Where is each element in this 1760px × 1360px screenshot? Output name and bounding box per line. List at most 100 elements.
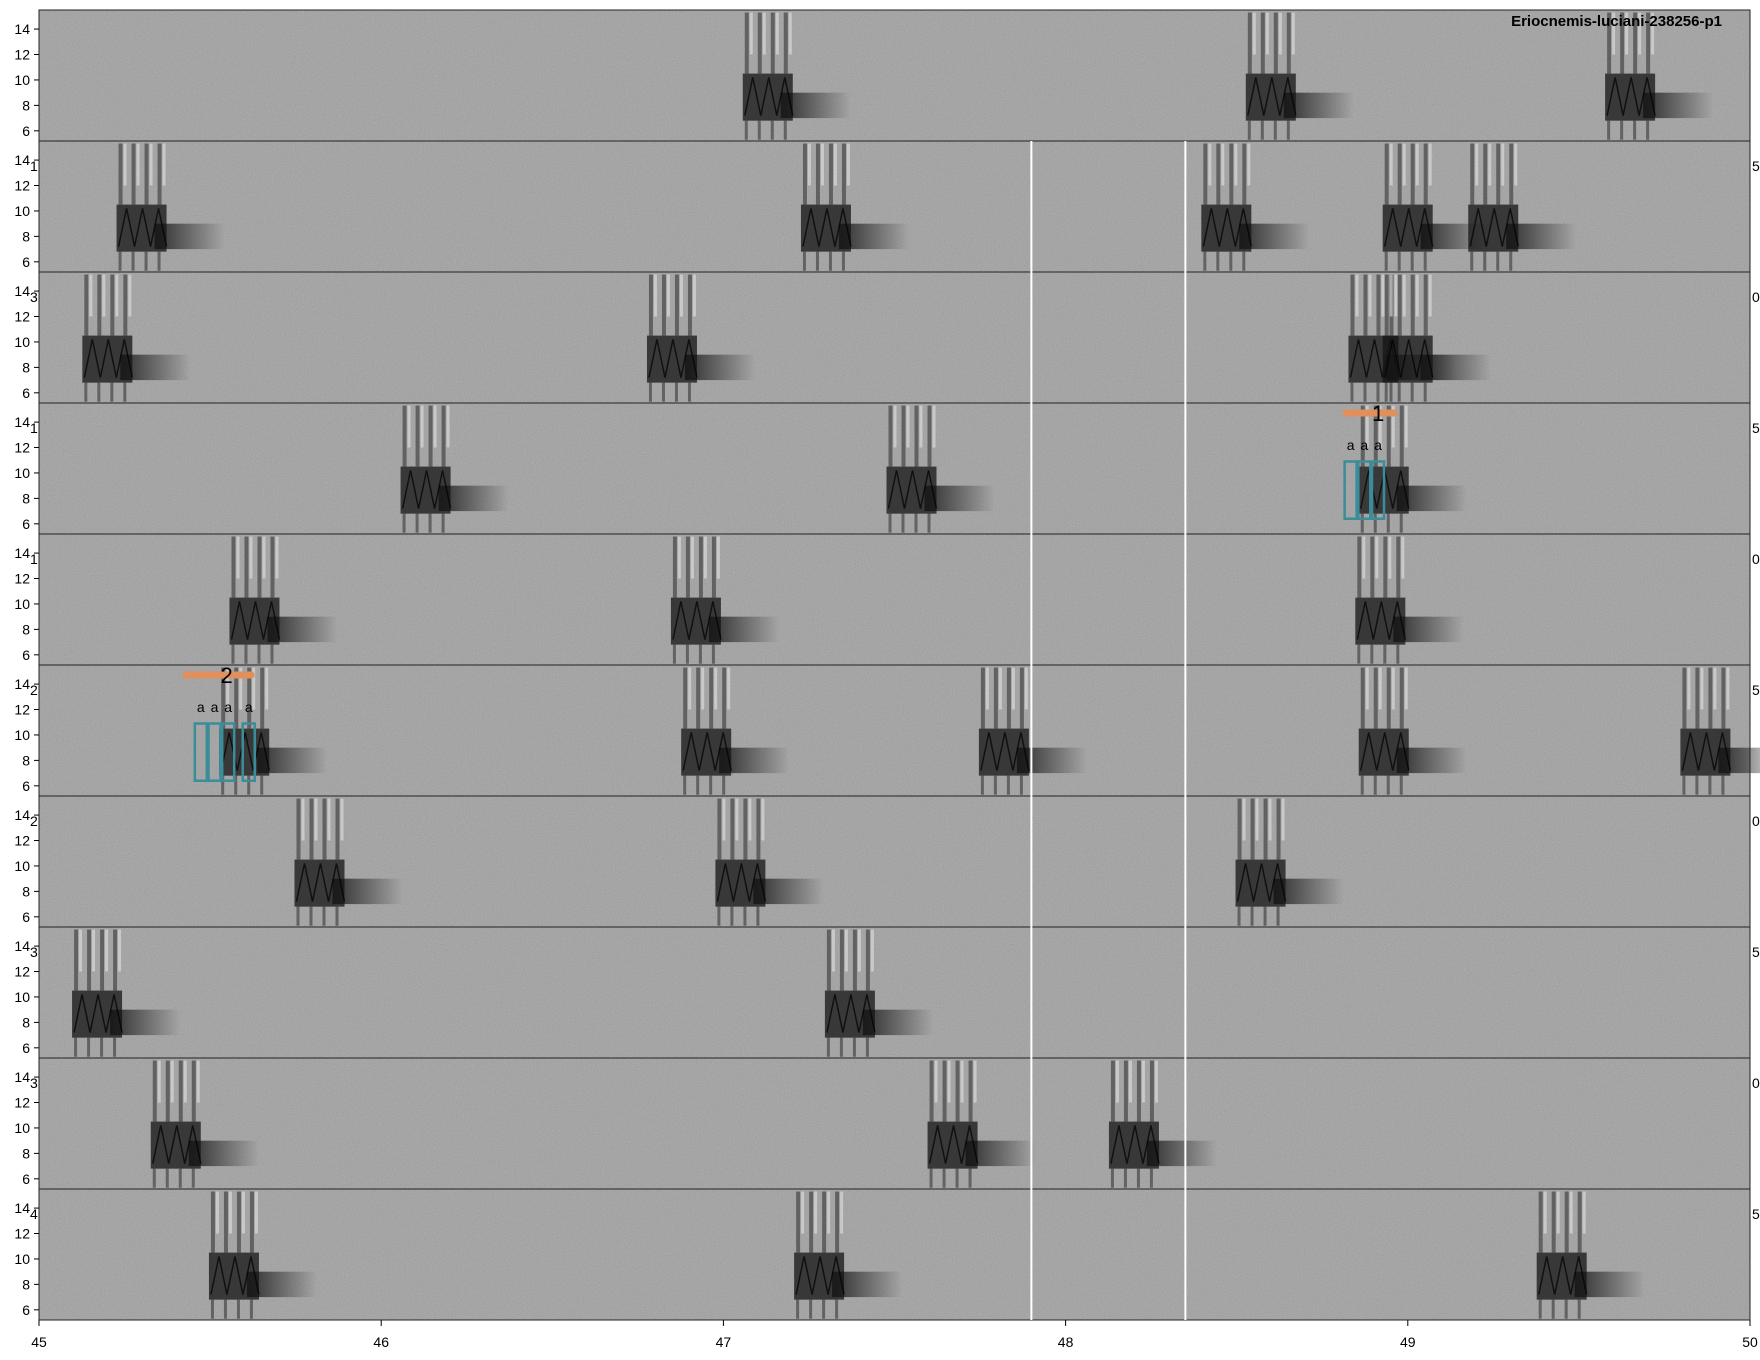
- call-lowstreak: [1389, 382, 1393, 402]
- call-streak: [1383, 536, 1388, 598]
- call-streak: [402, 405, 407, 467]
- call-lowstreak: [1538, 1299, 1542, 1319]
- call-lowstreak: [335, 906, 339, 926]
- spectrogram-row-3: 6 8 10 12 14: [14, 271, 1751, 404]
- call-highlight: [433, 405, 437, 448]
- annotation-group-1: 1a a a: [1342, 401, 1398, 520]
- call-streak: [888, 405, 893, 467]
- call-lowstreak: [236, 1299, 240, 1319]
- call-streak: [223, 1191, 228, 1253]
- call-highlight: [262, 536, 266, 579]
- call-highlight: [89, 274, 93, 317]
- call-lowstreak: [1577, 1299, 1581, 1319]
- call-streak: [929, 1060, 934, 1122]
- call-highlight: [1391, 667, 1395, 710]
- call-highlight: [666, 274, 670, 317]
- y-tick-label: 10: [14, 858, 30, 874]
- call-blob: [927, 1060, 1036, 1188]
- y-tick-label: 12: [14, 702, 30, 718]
- call-streak: [1276, 798, 1281, 860]
- call-highlight: [1401, 536, 1405, 579]
- call-streak: [1216, 143, 1221, 205]
- call-lowstreak: [74, 1037, 78, 1057]
- call-lowstreak: [802, 251, 806, 271]
- call-chevrons: [1360, 732, 1410, 771]
- left-edge-label: 3: [30, 1075, 38, 1091]
- call-highlight: [265, 667, 269, 710]
- y-tick-label: 8: [22, 621, 30, 637]
- syllable-box: [241, 722, 256, 782]
- call-lowstreak: [648, 382, 652, 402]
- x-tick-label: 50: [1742, 1334, 1758, 1350]
- call-lowstreak: [144, 251, 148, 271]
- call-lowstreak: [118, 251, 122, 271]
- call-highlight: [1638, 12, 1642, 55]
- call-lowstreak: [1383, 644, 1387, 664]
- call-blob: [670, 536, 779, 664]
- call-lowstreak: [428, 513, 432, 533]
- call-highlight: [1651, 12, 1655, 55]
- call-highlight: [807, 143, 811, 186]
- y-tick-label: 6: [22, 516, 30, 532]
- call-highlight: [788, 12, 792, 55]
- call-lowstreak: [247, 775, 251, 795]
- call-highlight: [1281, 798, 1285, 841]
- call-streak: [852, 929, 857, 991]
- call-highlight: [1415, 143, 1419, 186]
- y-tick-label: 10: [14, 989, 30, 1005]
- call-streak: [1483, 143, 1488, 205]
- row-noise: [39, 141, 1750, 272]
- call-blob: [229, 536, 338, 664]
- call-streak: [165, 1060, 170, 1122]
- call-streak: [231, 536, 236, 598]
- syllable-label: a: [1360, 437, 1368, 453]
- call-streak: [661, 274, 666, 336]
- call-streak: [942, 1060, 947, 1122]
- call-streak: [97, 274, 102, 336]
- call-lowstreak: [1386, 775, 1390, 795]
- call-streak: [757, 12, 762, 74]
- call-streak: [1237, 798, 1242, 860]
- call-highlight: [701, 667, 705, 710]
- call-lowstreak: [815, 251, 819, 271]
- call-streak: [1110, 1060, 1115, 1122]
- y-tick-label: 12: [14, 833, 30, 849]
- call-highlight: [1415, 274, 1419, 317]
- spectrogram-row-10: 6 8 10 12 14: [14, 1188, 1751, 1321]
- call-highlight: [1355, 274, 1359, 317]
- syllable-box: [1357, 460, 1372, 520]
- call-lowstreak: [757, 120, 761, 140]
- call-lowstreak: [178, 1168, 182, 1188]
- call-chevrons: [1537, 1256, 1588, 1295]
- call-highlight: [314, 798, 318, 841]
- call-highlight: [679, 274, 683, 317]
- call-lowstreak: [296, 906, 300, 926]
- call-lowstreak: [1384, 251, 1388, 271]
- call-blob: [1355, 536, 1464, 664]
- call-streak: [1019, 667, 1024, 729]
- call-highlight: [801, 1191, 805, 1234]
- call-highlight: [716, 536, 720, 579]
- call-highlight: [196, 1060, 200, 1103]
- call-lowstreak: [123, 382, 127, 402]
- call-streak: [1263, 798, 1268, 860]
- call-streak: [1607, 12, 1612, 74]
- call-lowstreak: [1410, 382, 1414, 402]
- call-highlight: [1255, 798, 1259, 841]
- x-tick-label: 48: [1058, 1334, 1074, 1350]
- call-streak: [1286, 12, 1291, 74]
- call-lowstreak: [1397, 382, 1401, 402]
- call-blob: [1605, 12, 1714, 140]
- call-chevrons: [648, 339, 698, 378]
- row-noise: [39, 665, 1750, 796]
- y-tick-label: 12: [14, 964, 30, 980]
- x-tick-label: 49: [1400, 1334, 1416, 1350]
- call-chevrons: [117, 208, 168, 247]
- call-lowstreak: [270, 644, 274, 664]
- call-highlight: [162, 143, 166, 186]
- call-highlight: [123, 143, 127, 186]
- call-blob: [1680, 667, 1760, 795]
- y-tick-label: 14: [14, 152, 30, 168]
- call-highlight: [1128, 1060, 1132, 1103]
- y-tick-label: 12: [14, 47, 30, 63]
